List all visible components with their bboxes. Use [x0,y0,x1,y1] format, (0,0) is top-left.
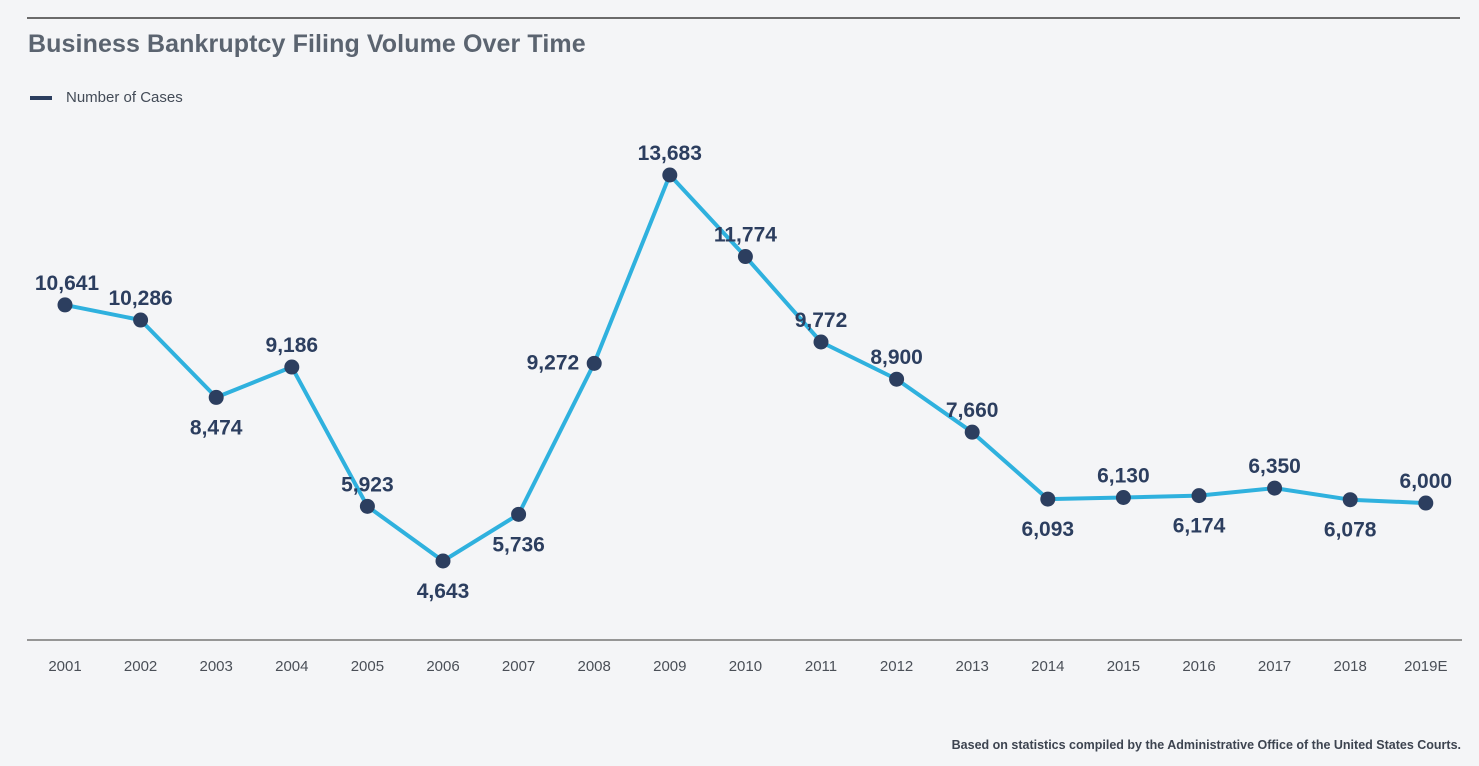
data-point [1115,490,1131,506]
x-tick-label: 2015 [1107,658,1140,675]
data-label: 8,474 [190,416,243,439]
x-tick-label: 2016 [1182,658,1215,675]
x-tick-label: 2007 [502,658,535,675]
data-label: 7,660 [946,399,999,422]
data-label: 8,900 [870,346,923,369]
legend: Number of Cases [30,89,183,106]
source-note: Based on statistics compiled by the Admi… [951,738,1461,752]
data-point [1342,492,1358,508]
data-label: 6,000 [1400,470,1453,493]
data-point [662,167,678,183]
data-point [511,506,527,522]
data-point [57,297,73,313]
data-point [813,334,829,350]
x-tick-label: 2002 [124,658,157,675]
data-label: 10,641 [35,272,100,295]
data-point [737,249,753,265]
data-label: 13,683 [638,142,702,165]
data-point [1040,491,1056,507]
x-tick-label: 2018 [1334,658,1367,675]
x-tick-label: 2009 [653,658,686,675]
data-point [586,355,602,371]
data-label: 11,774 [714,224,777,247]
data-point [1418,495,1434,511]
x-tick-label: 2003 [200,658,233,675]
data-label: 4,643 [417,580,470,603]
data-point [435,553,451,569]
data-label: 9,186 [266,334,319,357]
data-point [208,389,224,405]
data-point [889,371,905,387]
plot-area: 2001 2002 2003 2004 2005 2006 2007 2008 2009 2010… [27,142,1462,675]
data-label: 9,272 [527,351,580,374]
x-tick-label: 2013 [956,658,989,675]
data-label: 6,130 [1097,465,1150,488]
data-point [1191,488,1207,504]
data-point [133,312,149,328]
x-tick-label: 2006 [426,658,459,675]
data-label: 5,736 [492,533,545,556]
x-tick-label: 2004 [275,658,308,675]
data-label: 5,923 [341,473,394,496]
x-tick-label: 2019E [1404,658,1447,675]
legend-label: Number of Cases [66,89,183,106]
top-rule [27,17,1460,19]
x-tick-label: 2017 [1258,658,1291,675]
data-point [284,359,300,375]
x-tick-label: 2014 [1031,658,1064,675]
x-tick-label: 2001 [48,658,81,675]
data-label: 6,350 [1248,455,1301,478]
chart-title: Business Bankruptcy Filing Volume Over T… [28,30,586,58]
data-point [359,498,375,514]
data-point [964,424,980,440]
x-tick-label: 2005 [351,658,384,675]
x-tick-label: 2012 [880,658,913,675]
x-tick-label: 2011 [805,658,837,675]
data-label: 6,093 [1022,518,1075,541]
x-tick-label: 2008 [578,658,611,675]
data-label: 6,174 [1173,515,1226,538]
data-point [1267,480,1283,496]
x-tick-label: 2010 [729,658,762,675]
data-label: 9,772 [795,309,848,332]
data-label: 10,286 [108,287,172,310]
data-label: 6,078 [1324,519,1377,542]
legend-swatch [30,95,52,100]
